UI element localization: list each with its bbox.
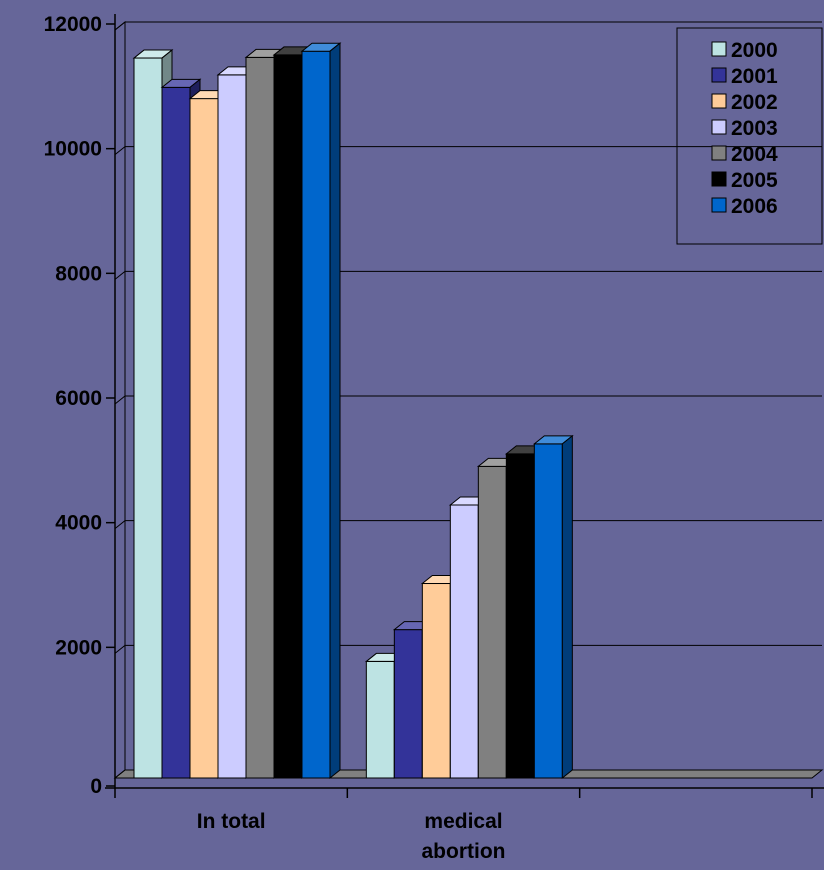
legend-swatch [711, 67, 727, 83]
y-tick-label: 8000 [55, 262, 102, 285]
legend-swatch [711, 197, 727, 213]
bar-front [365, 660, 395, 779]
legend-label: 2005 [731, 169, 778, 192]
bar-side [561, 434, 573, 780]
x-category-label: medical [424, 810, 502, 833]
y-tick-label: 0 [90, 775, 102, 798]
legend-swatch [711, 119, 727, 135]
y-tick-label: 10000 [44, 138, 102, 161]
legend-swatch [711, 41, 727, 57]
bar-side [329, 42, 341, 780]
bar-front [533, 443, 563, 779]
bar-front [161, 86, 191, 779]
y-tick-label: 2000 [55, 636, 102, 659]
bar-front [273, 54, 303, 779]
legend-label: 2002 [731, 91, 778, 114]
legend-box [676, 27, 823, 245]
axes [105, 14, 824, 789]
bar-front [505, 453, 535, 779]
legend-swatch [711, 145, 727, 161]
bar-front [393, 629, 423, 779]
legend-swatch [711, 93, 727, 109]
legend-label: 2003 [731, 117, 778, 140]
bar-front [449, 504, 479, 779]
legend-swatch [711, 171, 727, 187]
legend-label: 2000 [731, 39, 778, 62]
gridline [114, 21, 822, 31]
bar-front [421, 583, 451, 779]
bar-front [133, 57, 163, 779]
legend: 2000 2001 2002 2003 2004 2005 2006 [676, 27, 823, 245]
bar [532, 434, 574, 780]
legend-label: 2001 [731, 65, 778, 88]
bar [300, 42, 342, 780]
y-tick-label: 12000 [44, 13, 102, 36]
y-tick-label: 6000 [55, 387, 102, 410]
x-axis-categories: In total medical abortion [114, 788, 813, 863]
x-category-label: In total [197, 810, 266, 833]
bars [132, 42, 574, 780]
bar-front [301, 50, 331, 779]
bar-front [245, 56, 275, 779]
y-tick-label: 4000 [55, 512, 102, 535]
x-category-label: abortion [422, 840, 506, 863]
legend-label: 2004 [731, 143, 778, 166]
bar-front [477, 465, 507, 779]
legend-label: 2006 [731, 195, 778, 218]
bar-front [189, 98, 219, 779]
y-axis-ticks: 0 2000 4000 6000 8000 10000 12000 [44, 13, 115, 798]
bar-front [217, 74, 247, 779]
